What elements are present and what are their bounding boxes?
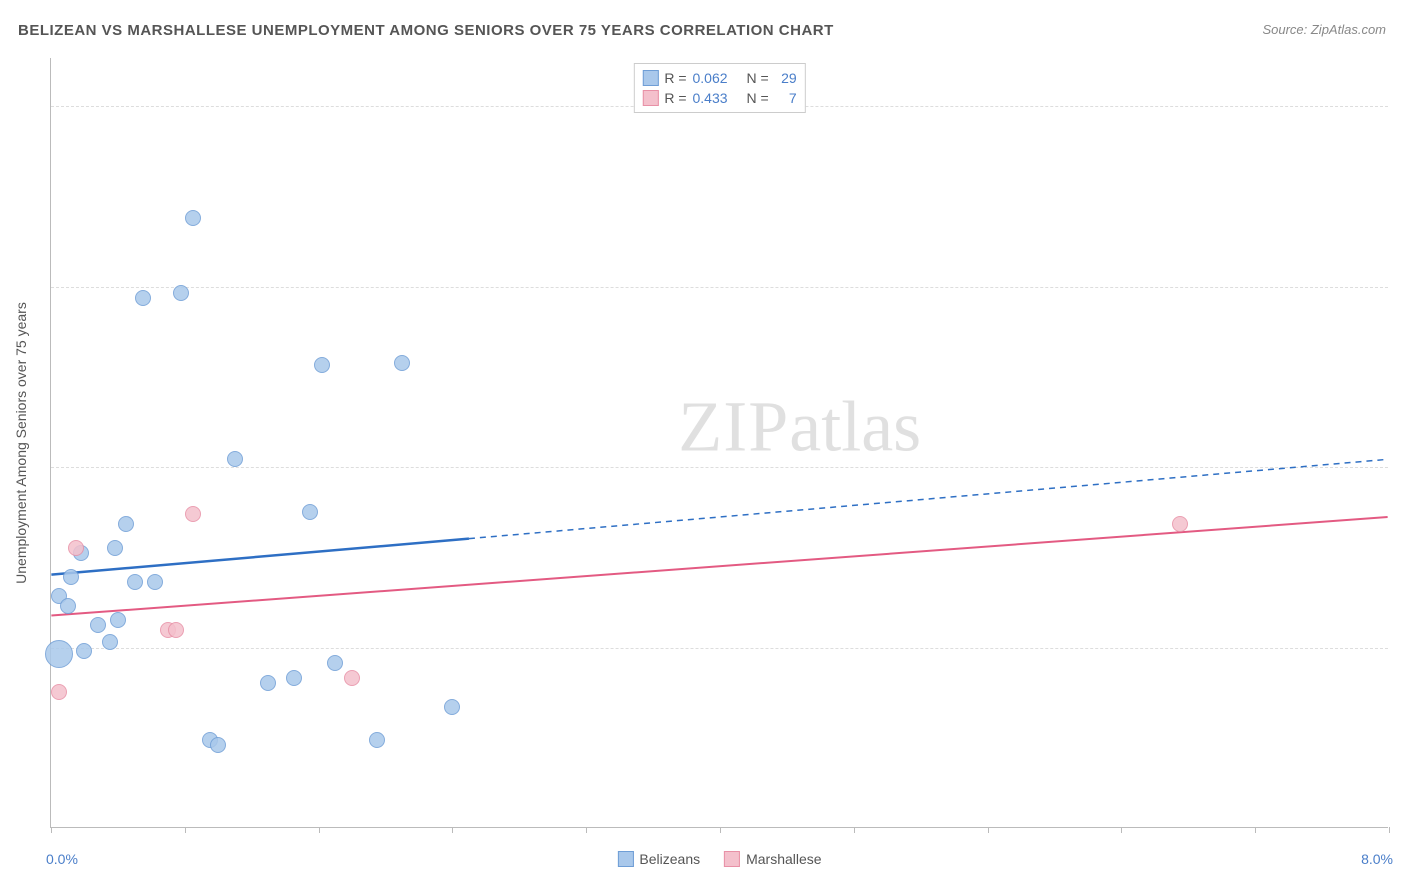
data-point-belizeans: [173, 285, 189, 301]
data-point-belizeans: [314, 357, 330, 373]
legend-item-marshallese: Marshallese: [724, 851, 821, 867]
data-point-marshallese: [1172, 516, 1188, 532]
legend-label-marshallese: Marshallese: [746, 851, 821, 867]
chart-title: BELIZEAN VS MARSHALLESE UNEMPLOYMENT AMO…: [18, 22, 834, 39]
legend-item-belizeans: Belizeans: [617, 851, 700, 867]
data-point-marshallese: [51, 684, 67, 700]
x-tick: [720, 827, 721, 833]
plot-area: Unemployment Among Seniors over 75 years…: [50, 58, 1388, 828]
data-point-belizeans: [260, 675, 276, 691]
swatch-belizeans-icon: [617, 851, 633, 867]
data-point-belizeans: [118, 516, 134, 532]
correlation-legend-row-marshallese: R = 0.433 N = 7: [642, 88, 796, 108]
n-prefix: N =: [747, 68, 769, 88]
series-legend: Belizeans Marshallese: [617, 851, 821, 867]
x-tick: [1121, 827, 1122, 833]
n-prefix: N =: [747, 88, 769, 108]
x-tick: [854, 827, 855, 833]
y-tick-label: 15.0%: [1393, 460, 1406, 475]
n-value-belizeans: 29: [775, 68, 797, 88]
y-tick-label: 30.0%: [1393, 99, 1406, 114]
data-point-belizeans: [369, 732, 385, 748]
swatch-marshallese: [642, 90, 658, 106]
data-point-belizeans: [185, 210, 201, 226]
swatch-belizeans: [642, 70, 658, 86]
x-axis-max-label: 8.0%: [1361, 851, 1393, 867]
n-value-marshallese: 7: [775, 88, 797, 108]
x-tick: [51, 827, 52, 833]
r-value-belizeans: 0.062: [693, 68, 735, 88]
data-point-belizeans: [45, 640, 73, 668]
r-value-marshallese: 0.433: [693, 88, 735, 108]
r-prefix: R =: [664, 68, 686, 88]
data-point-belizeans: [147, 574, 163, 590]
data-point-belizeans: [210, 737, 226, 753]
data-point-belizeans: [76, 643, 92, 659]
legend-label-belizeans: Belizeans: [639, 851, 700, 867]
data-point-belizeans: [227, 451, 243, 467]
x-tick: [319, 827, 320, 833]
data-point-belizeans: [327, 655, 343, 671]
data-point-belizeans: [444, 699, 460, 715]
x-tick: [1255, 827, 1256, 833]
r-prefix: R =: [664, 88, 686, 108]
trend-line-marshallese: [51, 517, 1387, 616]
trend-lines: [51, 58, 1388, 827]
swatch-marshallese-icon: [724, 851, 740, 867]
data-point-belizeans: [394, 355, 410, 371]
x-tick: [988, 827, 989, 833]
data-point-belizeans: [286, 670, 302, 686]
y-tick-label: 7.5%: [1393, 640, 1406, 655]
x-axis-min-label: 0.0%: [46, 851, 78, 867]
data-point-marshallese: [344, 670, 360, 686]
data-point-belizeans: [107, 540, 123, 556]
data-point-belizeans: [90, 617, 106, 633]
correlation-legend: R = 0.062 N = 29 R = 0.433 N = 7: [633, 63, 805, 113]
y-axis-title: Unemployment Among Seniors over 75 years: [13, 302, 29, 584]
data-point-belizeans: [302, 504, 318, 520]
x-tick: [452, 827, 453, 833]
data-point-marshallese: [168, 622, 184, 638]
data-point-belizeans: [135, 290, 151, 306]
x-tick: [185, 827, 186, 833]
data-point-marshallese: [68, 540, 84, 556]
correlation-legend-row-belizeans: R = 0.062 N = 29: [642, 68, 796, 88]
data-point-belizeans: [127, 574, 143, 590]
data-point-belizeans: [110, 612, 126, 628]
source-label: Source: ZipAtlas.com: [1262, 22, 1386, 37]
data-point-belizeans: [63, 569, 79, 585]
data-point-belizeans: [102, 634, 118, 650]
x-tick: [586, 827, 587, 833]
y-tick-label: 22.5%: [1393, 279, 1406, 294]
data-point-marshallese: [185, 506, 201, 522]
x-tick: [1389, 827, 1390, 833]
data-point-belizeans: [60, 598, 76, 614]
